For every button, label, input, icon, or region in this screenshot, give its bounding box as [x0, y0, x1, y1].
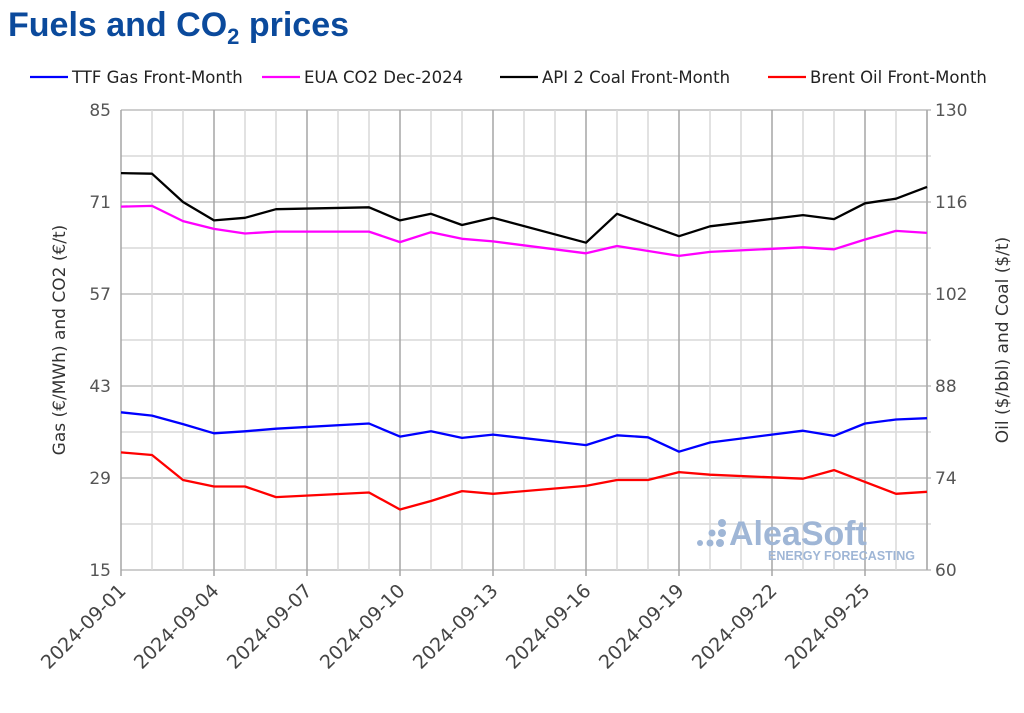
title-text-rest: prices	[239, 6, 350, 44]
x-tick-label: 2024-09-13	[409, 580, 503, 674]
watermark-logo-dot	[718, 529, 726, 537]
y-right-tick-label: 88	[935, 377, 957, 397]
x-tick-label: 2024-09-04	[130, 580, 224, 674]
watermark-brand: AleaSoft	[729, 515, 867, 553]
x-tick-label: 2024-09-22	[688, 580, 782, 674]
x-tick-label: 2024-09-01	[37, 580, 131, 674]
legend-label: Brent Oil Front-Month	[810, 68, 987, 87]
watermark-logo-dot	[708, 529, 716, 537]
series-line-eua-co2-dec-2024	[120, 204, 928, 258]
title-text: Fuels and CO	[8, 6, 228, 44]
watermark-logo-dot	[697, 540, 703, 546]
y-right-tick-label: 130	[935, 101, 967, 121]
x-tick-label: 2024-09-19	[595, 580, 689, 674]
series-line-api-2-coal-front-month	[120, 171, 928, 244]
x-tick-label: 2024-09-16	[502, 580, 596, 674]
y-right-tick-label: 102	[935, 285, 967, 305]
chart-title: Fuels and CO2 prices	[8, 6, 349, 50]
legend-label: TTF Gas Front-Month	[71, 68, 243, 87]
y-left-tick-label: 57	[89, 285, 111, 305]
y-right-axis-label: Oil ($/bbl) and Coal ($/t)	[993, 237, 1013, 443]
title-subscript: 2	[227, 23, 240, 49]
y-right-tick-label: 60	[935, 561, 957, 581]
y-left-tick-label: 71	[89, 193, 111, 213]
legend-label: EUA CO2 Dec-2024	[304, 68, 463, 87]
x-tick-label: 2024-09-10	[316, 580, 410, 674]
watermark-logo-dot	[706, 539, 714, 547]
legend-label: API 2 Coal Front-Month	[542, 68, 730, 87]
y-left-tick-label: 15	[89, 561, 111, 581]
y-left-tick-label: 43	[89, 377, 111, 397]
watermark-logo-dot	[716, 539, 724, 547]
y-right-tick-label: 74	[935, 469, 957, 489]
y-left-tick-label: 29	[89, 469, 111, 489]
series-line-brent-oil-front-month	[120, 451, 928, 511]
y-left-axis-label: Gas (€/MWh) and CO2 (€/t)	[50, 225, 70, 456]
y-right-tick-label: 116	[935, 193, 967, 213]
y-left-tick-label: 85	[89, 101, 111, 121]
watermark-logo-dot	[718, 519, 726, 527]
watermark-tagline: ENERGY FORECASTING	[768, 549, 915, 563]
x-tick-label: 2024-09-07	[223, 580, 317, 674]
series-line-ttf-gas-front-month	[120, 411, 928, 453]
x-tick-label: 2024-09-25	[781, 580, 875, 674]
